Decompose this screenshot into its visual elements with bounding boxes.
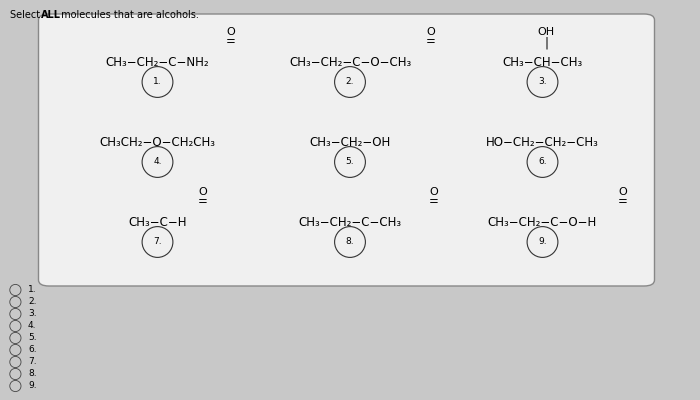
Text: 6.: 6. — [538, 158, 547, 166]
Text: O: O — [426, 27, 435, 37]
Text: CH₃−CH₂−C−O−CH₃: CH₃−CH₂−C−O−CH₃ — [289, 56, 411, 68]
Text: 4.: 4. — [28, 322, 36, 330]
Ellipse shape — [10, 320, 21, 332]
Text: 3.: 3. — [538, 78, 547, 86]
Text: 7.: 7. — [153, 238, 162, 246]
Ellipse shape — [10, 332, 21, 344]
Text: |: | — [544, 36, 548, 49]
FancyBboxPatch shape — [38, 14, 654, 286]
Text: molecules that are alcohols.: molecules that are alcohols. — [58, 10, 199, 20]
Text: CH₃−CH₂−C−O−H: CH₃−CH₂−C−O−H — [488, 216, 597, 228]
Text: Select: Select — [10, 10, 43, 20]
Text: =: = — [429, 196, 439, 208]
Text: OH: OH — [538, 27, 554, 37]
Text: O: O — [199, 187, 207, 197]
Text: 8.: 8. — [28, 370, 36, 378]
Ellipse shape — [142, 226, 173, 258]
Ellipse shape — [335, 226, 365, 258]
Ellipse shape — [10, 356, 21, 368]
Ellipse shape — [527, 226, 558, 258]
Text: CH₃−CH₂−C−NH₂: CH₃−CH₂−C−NH₂ — [106, 56, 209, 68]
Ellipse shape — [335, 67, 365, 97]
Ellipse shape — [142, 67, 173, 97]
Text: 4.: 4. — [153, 158, 162, 166]
Ellipse shape — [10, 344, 21, 356]
Text: CH₃−CH₂−OH: CH₃−CH₂−OH — [309, 136, 391, 148]
Text: O: O — [227, 27, 235, 37]
Ellipse shape — [10, 284, 21, 296]
Text: 9.: 9. — [538, 238, 547, 246]
Text: O: O — [430, 187, 438, 197]
Ellipse shape — [10, 368, 21, 380]
Text: =: = — [426, 36, 435, 48]
Text: 3.: 3. — [28, 310, 36, 318]
Text: 1.: 1. — [28, 286, 36, 294]
Ellipse shape — [10, 380, 21, 392]
Text: 5.: 5. — [28, 334, 36, 342]
Text: =: = — [618, 196, 628, 208]
Ellipse shape — [142, 146, 173, 178]
Text: 2.: 2. — [346, 78, 354, 86]
Text: 2.: 2. — [28, 298, 36, 306]
Text: CH₃CH₂−O−CH₂CH₃: CH₃CH₂−O−CH₂CH₃ — [99, 136, 216, 148]
Text: 1.: 1. — [153, 78, 162, 86]
Ellipse shape — [335, 146, 365, 178]
Text: CH₃−CH₂−C−CH₃: CH₃−CH₂−C−CH₃ — [298, 216, 402, 228]
Text: HO−CH₂−CH₂−CH₃: HO−CH₂−CH₂−CH₃ — [486, 136, 599, 148]
Text: O: O — [619, 187, 627, 197]
Text: 9.: 9. — [28, 382, 36, 390]
Text: =: = — [198, 196, 208, 208]
Ellipse shape — [527, 146, 558, 178]
Text: =: = — [226, 36, 236, 48]
Text: 5.: 5. — [346, 158, 354, 166]
Text: 8.: 8. — [346, 238, 354, 246]
Text: CH₃−CH−CH₃: CH₃−CH−CH₃ — [503, 56, 582, 68]
Text: 7.: 7. — [28, 358, 36, 366]
Ellipse shape — [527, 67, 558, 97]
Text: 6.: 6. — [28, 346, 36, 354]
Ellipse shape — [10, 296, 21, 308]
Text: ALL: ALL — [41, 10, 61, 20]
Text: CH₃−C−H: CH₃−C−H — [128, 216, 187, 228]
Ellipse shape — [10, 308, 21, 320]
